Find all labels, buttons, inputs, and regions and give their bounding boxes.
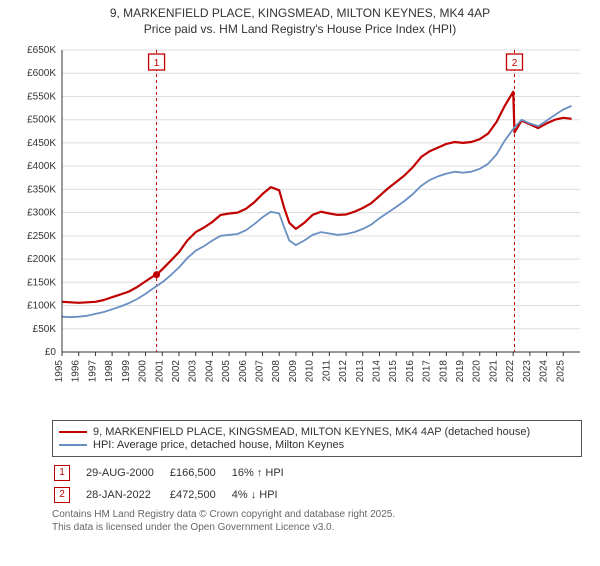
svg-text:2007: 2007 bbox=[255, 360, 266, 383]
svg-text:2016: 2016 bbox=[405, 360, 416, 383]
footer: Contains HM Land Registry data © Crown c… bbox=[52, 509, 582, 534]
svg-text:2020: 2020 bbox=[472, 360, 483, 383]
footer-line: This data is licensed under the Open Gov… bbox=[52, 522, 582, 535]
legend: 9, MARKENFIELD PLACE, KINGSMEAD, MILTON … bbox=[52, 420, 582, 457]
svg-text:£650K: £650K bbox=[27, 45, 56, 56]
marker-date: 29-AUG-2000 bbox=[86, 463, 168, 483]
marker-price: £472,500 bbox=[170, 485, 230, 505]
svg-text:2023: 2023 bbox=[522, 360, 533, 383]
marker-row: 1 29-AUG-2000 £166,500 16% ↑ HPI bbox=[54, 463, 298, 483]
svg-text:1995: 1995 bbox=[54, 360, 65, 383]
svg-text:2009: 2009 bbox=[288, 360, 299, 383]
marker-price: £166,500 bbox=[170, 463, 230, 483]
chart-svg: £0 £50K £100K £150K £200K £250K £300K £350K £400… bbox=[10, 42, 590, 414]
svg-text:2014: 2014 bbox=[371, 360, 382, 383]
legend-item-property: 9, MARKENFIELD PLACE, KINGSMEAD, MILTON … bbox=[59, 426, 575, 438]
marker-delta: 16% ↑ HPI bbox=[232, 463, 298, 483]
svg-text:£600K: £600K bbox=[27, 68, 56, 79]
svg-text:£350K: £350K bbox=[27, 184, 56, 195]
svg-text:2: 2 bbox=[512, 58, 518, 69]
svg-text:2025: 2025 bbox=[555, 360, 566, 383]
svg-text:2002: 2002 bbox=[171, 360, 182, 383]
legend-label: HPI: Average price, detached house, Milt… bbox=[93, 439, 344, 451]
svg-text:2001: 2001 bbox=[154, 360, 165, 383]
svg-text:1996: 1996 bbox=[71, 360, 82, 383]
legend-item-hpi: HPI: Average price, detached house, Milt… bbox=[59, 439, 575, 451]
svg-text:2021: 2021 bbox=[488, 360, 499, 383]
page-title: 9, MARKENFIELD PLACE, KINGSMEAD, MILTON … bbox=[0, 6, 600, 20]
svg-text:2013: 2013 bbox=[355, 360, 366, 383]
svg-text:£450K: £450K bbox=[27, 138, 56, 149]
svg-text:2005: 2005 bbox=[221, 360, 232, 383]
svg-text:2006: 2006 bbox=[238, 360, 249, 383]
svg-text:2018: 2018 bbox=[438, 360, 449, 383]
svg-text:£100K: £100K bbox=[27, 301, 56, 312]
marker-row: 2 28-JAN-2022 £472,500 4% ↓ HPI bbox=[54, 485, 298, 505]
svg-text:2008: 2008 bbox=[271, 360, 282, 383]
legend-label: 9, MARKENFIELD PLACE, KINGSMEAD, MILTON … bbox=[93, 426, 530, 438]
svg-text:2004: 2004 bbox=[204, 360, 215, 383]
markers-table: 1 29-AUG-2000 £166,500 16% ↑ HPI 2 28-JA… bbox=[52, 461, 300, 507]
svg-text:£400K: £400K bbox=[27, 161, 56, 172]
svg-text:2017: 2017 bbox=[422, 360, 433, 383]
svg-text:£300K: £300K bbox=[27, 208, 56, 219]
price-chart: £0 £50K £100K £150K £200K £250K £300K £350K £400… bbox=[10, 42, 590, 414]
page-subtitle: Price paid vs. HM Land Registry's House … bbox=[0, 22, 600, 36]
svg-text:2003: 2003 bbox=[188, 360, 199, 383]
svg-text:2010: 2010 bbox=[305, 360, 316, 383]
svg-text:£150K: £150K bbox=[27, 277, 56, 288]
svg-text:2024: 2024 bbox=[539, 360, 550, 383]
svg-text:£500K: £500K bbox=[27, 115, 56, 126]
legend-swatch bbox=[59, 431, 87, 433]
svg-text:2000: 2000 bbox=[138, 360, 149, 383]
svg-text:2012: 2012 bbox=[338, 360, 349, 383]
svg-text:2022: 2022 bbox=[505, 360, 516, 383]
svg-text:2011: 2011 bbox=[321, 360, 332, 382]
svg-text:1: 1 bbox=[154, 58, 160, 69]
footer-line: Contains HM Land Registry data © Crown c… bbox=[52, 509, 582, 522]
svg-text:2019: 2019 bbox=[455, 360, 466, 383]
svg-text:1999: 1999 bbox=[121, 360, 132, 383]
legend-swatch bbox=[59, 444, 87, 446]
svg-text:1998: 1998 bbox=[104, 360, 115, 383]
svg-text:1997: 1997 bbox=[87, 360, 98, 383]
svg-text:£200K: £200K bbox=[27, 254, 56, 265]
svg-text:£50K: £50K bbox=[33, 324, 57, 335]
svg-text:£250K: £250K bbox=[27, 231, 56, 242]
marker-badge: 2 bbox=[54, 487, 70, 503]
svg-text:£0: £0 bbox=[45, 347, 57, 358]
marker-date: 28-JAN-2022 bbox=[86, 485, 168, 505]
marker-delta: 4% ↓ HPI bbox=[232, 485, 298, 505]
svg-text:£550K: £550K bbox=[27, 91, 56, 102]
svg-text:2015: 2015 bbox=[388, 360, 399, 383]
marker-badge: 1 bbox=[54, 465, 70, 481]
